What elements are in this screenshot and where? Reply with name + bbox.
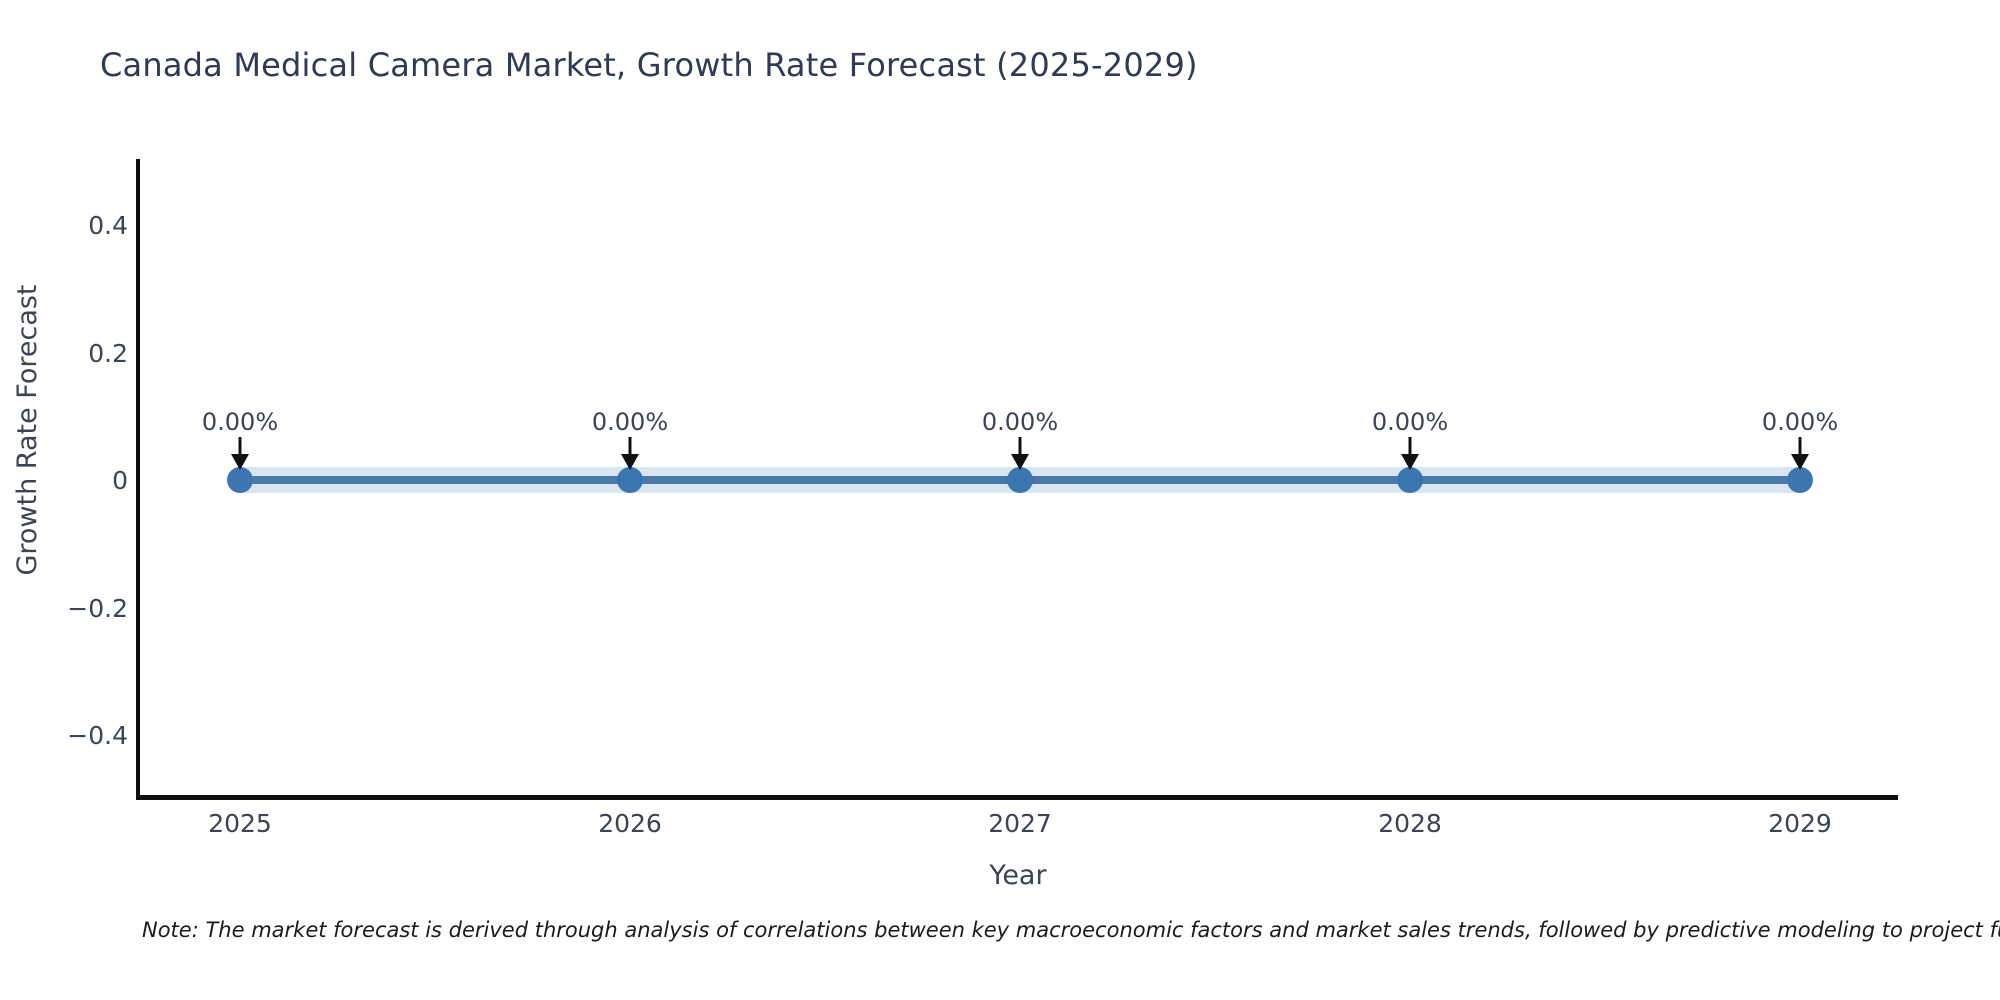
data-point-2027: [1007, 467, 1033, 493]
point-label-2028: 0.00%: [1372, 408, 1448, 436]
x-tick-2029: 2029: [1768, 809, 1832, 838]
data-point-2028: [1397, 467, 1423, 493]
point-label-2025: 0.00%: [202, 408, 278, 436]
annotation-arrow-2027: [1011, 437, 1029, 470]
annotation-arrow-2025: [231, 437, 249, 470]
x-tick-2025: 2025: [208, 809, 272, 838]
y-tick-0_4: 0.4: [88, 211, 128, 240]
chart-title: Canada Medical Camera Market, Growth Rat…: [100, 46, 1198, 84]
y-tick-0: 0: [112, 466, 128, 495]
point-label-2029: 0.00%: [1762, 408, 1838, 436]
x-tick-2026: 2026: [598, 809, 662, 838]
annotation-arrow-2029: [1791, 437, 1809, 470]
data-point-2026: [617, 467, 643, 493]
annotation-arrow-2028: [1401, 437, 1419, 470]
x-tick-2027: 2027: [988, 809, 1052, 838]
x-axis-spine: [136, 795, 1898, 800]
y-axis-spine: [136, 159, 140, 800]
data-point-2025: [227, 467, 253, 493]
point-label-2027: 0.00%: [982, 408, 1058, 436]
footnote: Note: The market forecast is derived thr…: [142, 918, 2000, 942]
y-tick-neg0_2: −0.2: [67, 594, 128, 623]
data-point-2029: [1787, 467, 1813, 493]
y-axis-label: Growth Rate Forecast: [12, 284, 43, 575]
annotation-arrow-2026: [621, 437, 639, 470]
point-label-2026: 0.00%: [592, 408, 668, 436]
y-tick-0_2: 0.2: [88, 339, 128, 368]
x-axis-label: Year: [988, 860, 1047, 891]
y-tick-neg0_4: −0.4: [67, 721, 128, 750]
x-tick-2028: 2028: [1378, 809, 1442, 838]
